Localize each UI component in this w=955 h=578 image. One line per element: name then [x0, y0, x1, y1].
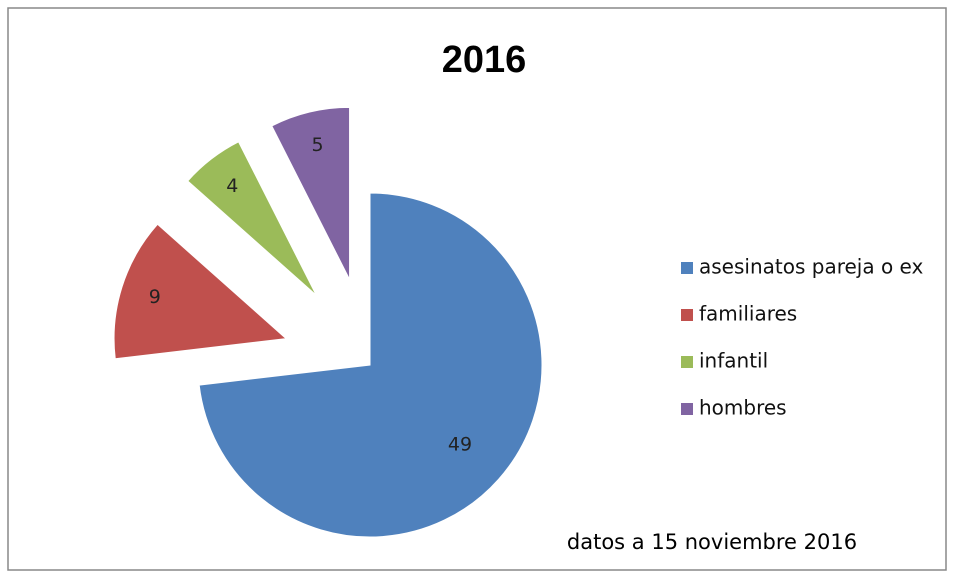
annotation: datos a 15 noviembre 2016 [567, 530, 857, 554]
data-label: 5 [312, 134, 324, 156]
legend-swatch [681, 356, 693, 368]
legend-label: infantil [699, 349, 768, 373]
pie-slice [198, 192, 543, 538]
pie-slice [271, 106, 351, 280]
data-label: 9 [149, 286, 161, 308]
legend-swatch [681, 262, 693, 274]
legend-label: asesinatos pareja o ex [699, 255, 924, 279]
data-label: 49 [448, 434, 472, 456]
pie-slice [187, 141, 317, 296]
legend-swatch [681, 403, 693, 415]
legend-swatch [681, 309, 693, 321]
legend-label: familiares [699, 302, 797, 326]
chart-title: 2016 [442, 39, 527, 81]
data-label: 4 [226, 175, 238, 197]
pie-slice [113, 223, 288, 360]
legend-label: hombres [699, 396, 787, 420]
